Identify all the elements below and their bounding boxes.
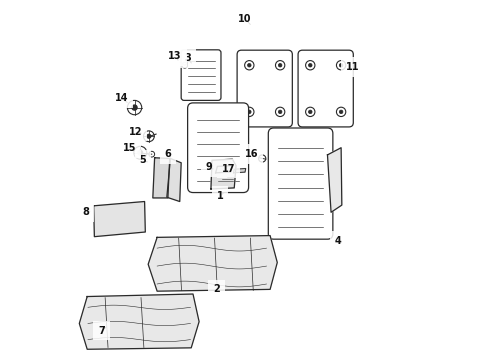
- Text: 8: 8: [82, 207, 90, 217]
- Circle shape: [138, 150, 143, 155]
- Circle shape: [309, 110, 312, 114]
- Text: 16: 16: [245, 149, 258, 159]
- Circle shape: [132, 105, 137, 110]
- Polygon shape: [327, 148, 342, 212]
- Circle shape: [147, 134, 151, 138]
- FancyBboxPatch shape: [188, 103, 248, 193]
- Polygon shape: [79, 294, 199, 349]
- Text: 5: 5: [140, 155, 147, 165]
- Polygon shape: [94, 202, 146, 237]
- Text: 3: 3: [184, 53, 191, 63]
- Text: 17: 17: [222, 163, 236, 174]
- FancyBboxPatch shape: [237, 50, 293, 127]
- Text: 7: 7: [98, 325, 106, 336]
- Circle shape: [339, 63, 343, 67]
- Text: 12: 12: [129, 127, 143, 136]
- Polygon shape: [216, 166, 232, 173]
- Text: 10: 10: [238, 14, 252, 24]
- Text: 11: 11: [346, 62, 359, 72]
- Circle shape: [247, 63, 251, 67]
- Circle shape: [278, 110, 282, 114]
- Circle shape: [278, 63, 282, 67]
- Circle shape: [339, 110, 343, 114]
- Polygon shape: [153, 158, 170, 198]
- Text: 2: 2: [213, 284, 220, 294]
- Polygon shape: [234, 168, 245, 173]
- Circle shape: [247, 110, 251, 114]
- Text: 1: 1: [217, 191, 223, 201]
- FancyBboxPatch shape: [269, 128, 333, 239]
- Text: 13: 13: [169, 51, 182, 61]
- Polygon shape: [211, 159, 236, 189]
- Circle shape: [309, 63, 312, 67]
- Text: 9: 9: [206, 162, 213, 172]
- FancyBboxPatch shape: [298, 50, 353, 127]
- Text: 4: 4: [335, 236, 342, 246]
- Polygon shape: [167, 158, 181, 202]
- Polygon shape: [148, 235, 277, 291]
- Text: 6: 6: [165, 149, 172, 159]
- Text: 15: 15: [123, 143, 136, 153]
- FancyBboxPatch shape: [181, 50, 221, 100]
- Text: 14: 14: [115, 93, 128, 103]
